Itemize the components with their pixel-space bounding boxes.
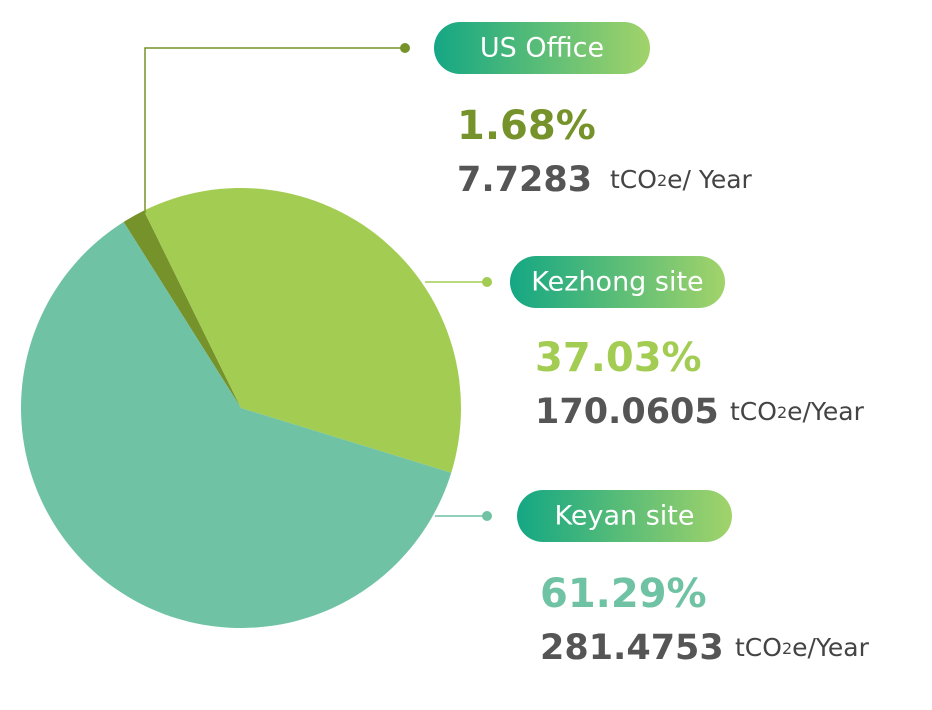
unit-prefix: tCO bbox=[610, 165, 657, 194]
amount-label: 170.0605 bbox=[535, 392, 719, 432]
legend-label: US Office bbox=[480, 33, 604, 64]
label-pill bbox=[517, 490, 732, 542]
label-pill bbox=[434, 22, 650, 74]
pie-slice bbox=[20, 221, 452, 628]
unit-suffix: e/Year bbox=[787, 397, 864, 426]
percent-label: 61.29% bbox=[540, 571, 707, 617]
unit-label: tCO2e/ Year bbox=[610, 165, 753, 194]
legend-label: Kezhong site bbox=[531, 267, 703, 298]
percent-label: 37.03% bbox=[535, 335, 702, 381]
unit-label: tCO2e/Year bbox=[735, 633, 870, 662]
unit-sub: 2 bbox=[782, 639, 792, 658]
unit-prefix: tCO bbox=[730, 397, 777, 426]
unit-sub: 2 bbox=[657, 171, 667, 190]
unit-label: tCO2e/Year bbox=[730, 397, 865, 426]
unit-sub: 2 bbox=[777, 403, 787, 422]
amount-label: 281.4753 bbox=[540, 628, 724, 668]
unit-suffix: e/Year bbox=[792, 633, 869, 662]
label-pill bbox=[510, 256, 725, 308]
leader-dot bbox=[400, 43, 410, 53]
amount-label: 7.7283 bbox=[457, 160, 592, 200]
unit-suffix: e/ Year bbox=[667, 165, 752, 194]
pie-slice bbox=[123, 210, 241, 408]
legend-label: Keyan site bbox=[555, 501, 695, 532]
leader-dot bbox=[482, 277, 492, 287]
leader-dot bbox=[482, 511, 492, 521]
percent-label: 1.68% bbox=[457, 103, 596, 149]
pie-slice bbox=[143, 187, 461, 473]
leader-line bbox=[144, 47, 405, 213]
unit-prefix: tCO bbox=[735, 633, 782, 662]
